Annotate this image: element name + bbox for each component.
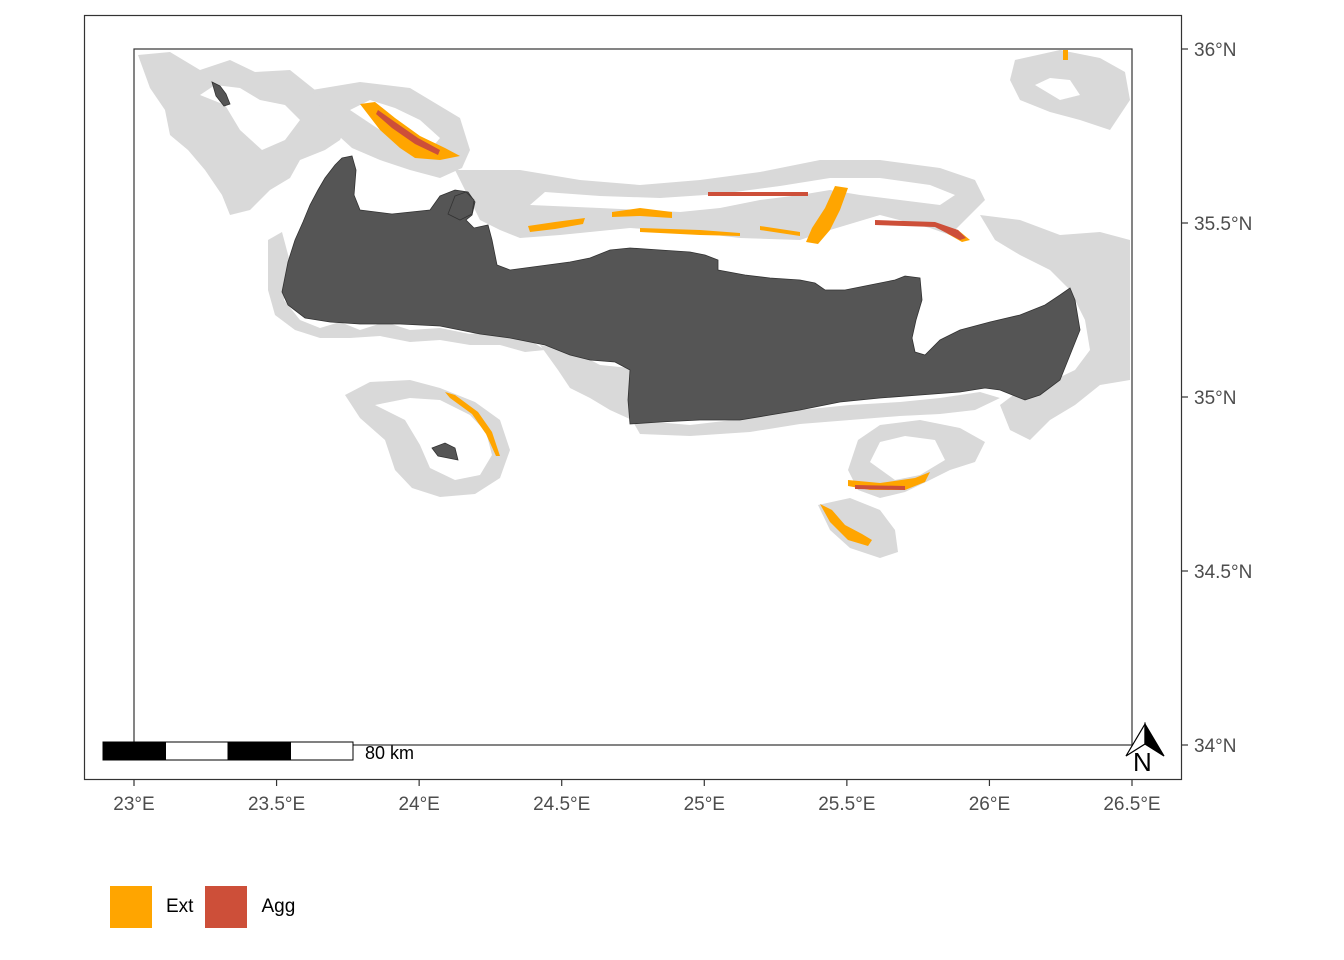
islet-northwest [211, 81, 231, 107]
x-tick-label: 24.5°E [533, 794, 590, 815]
ext-zone-north-1 [528, 218, 585, 232]
agg-zone-north-arc [376, 110, 440, 155]
y-tick-label: 35.5°N [1194, 214, 1252, 235]
gavdos-island [431, 442, 459, 461]
map-panel-border [83, 14, 1183, 781]
suitable-area-north-coast [455, 160, 985, 240]
legend-label-agg: Agg [261, 896, 296, 917]
suitable-area-gavdos-ring [345, 380, 510, 497]
agg-zone-northeast-line [875, 220, 966, 240]
scale-bar-segment-2 [165, 741, 229, 761]
suitable-area-southeast-ring [848, 420, 985, 498]
crete-island [281, 155, 1081, 425]
legend-swatch-ext [110, 886, 152, 928]
y-tick-label: 34.5°N [1194, 562, 1252, 583]
agg-zone-southeast-line [855, 485, 905, 490]
x-tick-label: 24°E [398, 794, 439, 815]
agg-layer [376, 110, 966, 490]
north-arrow-label: N [1133, 747, 1152, 777]
dia-island [447, 191, 475, 221]
legend-item-ext: Ext [110, 886, 193, 928]
ext-zone-north-3 [640, 228, 740, 236]
scale-bar-label: 80 km [365, 743, 414, 763]
x-tick-label: 23.5°E [248, 794, 305, 815]
ext-zone-north-4 [806, 186, 848, 244]
ext-zone-north-5 [760, 226, 800, 236]
scale-bar: 80 km [102, 741, 414, 763]
suitable-area-northwest [138, 52, 350, 215]
legend-label-ext: Ext [166, 896, 194, 917]
scale-bar-segment-3 [227, 741, 291, 761]
scale-bar-segment-4 [290, 741, 354, 761]
legend-item-agg: Agg [205, 886, 295, 928]
x-tick-label: 26°E [969, 794, 1010, 815]
land-layer [211, 81, 1081, 461]
suitable-area-east [980, 215, 1130, 440]
x-tick-label: 23°E [113, 794, 154, 815]
x-axis: 23°E 23.5°E 24°E 24.5°E 25°E 25.5°E 26°E 26.5°E [113, 780, 1161, 815]
legend: Ext Agg [110, 886, 307, 928]
agg-zone-north-line [708, 192, 808, 196]
ext-zone-south-islet [820, 504, 872, 546]
scale-bar-segment-1 [102, 741, 166, 761]
y-tick-label: 34°N [1194, 736, 1236, 757]
x-tick-label: 26.5°E [1103, 794, 1160, 815]
study-area-box [133, 48, 1133, 746]
ext-zone-north-2 [612, 208, 672, 218]
suitable-area-northeast [1010, 50, 1130, 130]
suitable-area-south-islet [818, 498, 898, 558]
ext-zone-gavdos-arc [445, 392, 500, 456]
y-axis: 36°N 35.5°N 35°N 34.5°N 34°N [1182, 40, 1252, 757]
x-tick-label: 25°E [684, 794, 725, 815]
legend-swatch-agg [205, 886, 248, 928]
y-tick-label: 36°N [1194, 40, 1236, 61]
x-tick-label: 25.5°E [818, 794, 875, 815]
suitable-area-south-coast [540, 345, 1000, 436]
north-arrow-icon: N [1125, 721, 1165, 777]
suitable-area-west-coast [268, 232, 545, 352]
y-tick-label: 35°N [1194, 388, 1236, 409]
ext-zone-northeast-dot [1063, 50, 1068, 60]
